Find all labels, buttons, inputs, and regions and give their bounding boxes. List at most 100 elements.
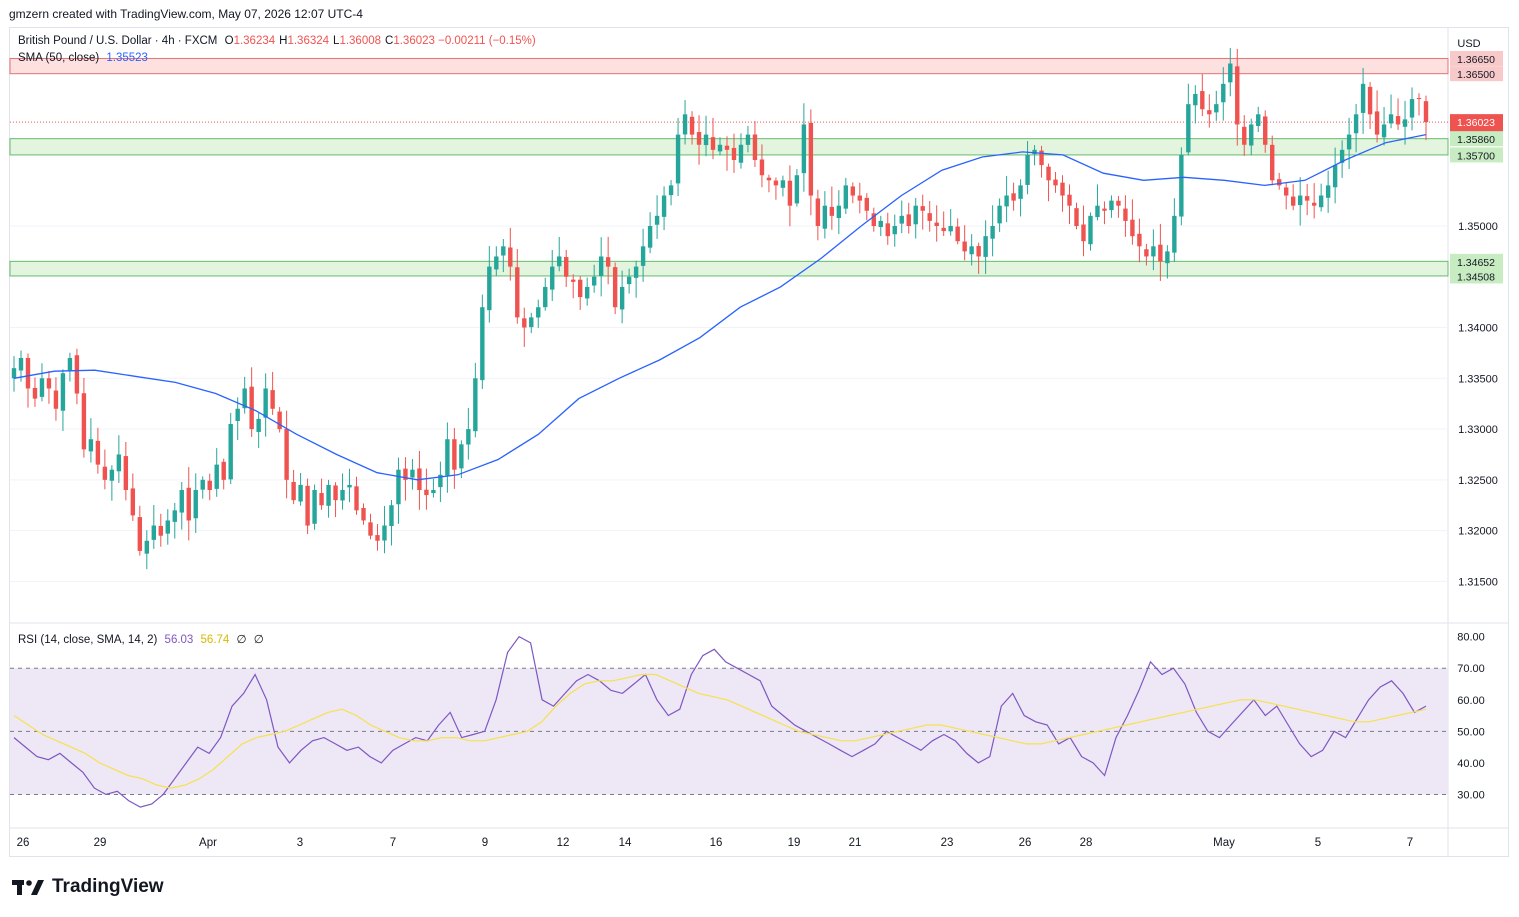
candle-body [1207, 110, 1212, 115]
candle-body [221, 461, 226, 480]
candle-body [102, 466, 108, 480]
price-tick-label: 1.33500 [1458, 373, 1498, 385]
candle-body [899, 215, 904, 224]
candle-body [703, 134, 709, 146]
candle-body [1067, 194, 1072, 206]
candle-body [892, 226, 897, 235]
candle-body [319, 493, 324, 506]
candle-body [759, 159, 765, 176]
candle-body [1290, 196, 1296, 206]
candle-body [976, 246, 981, 257]
candle-body [1423, 101, 1429, 123]
candle-body [403, 468, 408, 480]
rsi-legend[interactable]: RSI (14, close, SMA, 14, 2) 56.03 56.74 … [18, 632, 264, 646]
candle-body [389, 505, 394, 527]
ohlc-value: 1.36023 [393, 35, 435, 47]
candle-body [459, 444, 464, 469]
resistance-zone [9, 57, 1449, 75]
candle-body [640, 246, 646, 266]
candle-body [1039, 150, 1044, 166]
candle-body [25, 357, 31, 389]
candle-body [130, 488, 136, 516]
candle-body [305, 485, 310, 526]
rsi-band [10, 668, 1448, 795]
candle-body [717, 144, 723, 152]
symbol-legend[interactable]: British Pound / U.S. Dollar · 4h · FXCM … [18, 35, 536, 47]
rsi-tick-label: 50.00 [1457, 726, 1485, 738]
candle-body [452, 439, 457, 470]
candle-body [1095, 205, 1100, 218]
rsi-tick-label: 60.00 [1457, 695, 1485, 707]
candle-body [1395, 116, 1401, 125]
symbol-title: British Pound / U.S. Dollar · 4h · FXCM [18, 35, 218, 47]
price-tag-bg [1450, 50, 1503, 66]
rsi-label: RSI (14, close, SMA, 14, 2) [18, 634, 158, 646]
candle-body [361, 507, 366, 521]
candle-body [787, 180, 793, 206]
ohlc-key: H [279, 35, 288, 47]
sma-value: 1.35523 [106, 52, 148, 64]
candle-body [515, 267, 520, 318]
candle-body [193, 490, 198, 519]
time-tick-label: 21 [849, 837, 862, 849]
candle-body [934, 222, 939, 226]
ohlc-value: 1.36008 [339, 35, 382, 47]
time-tick-label: Apr [199, 837, 217, 849]
candle-body [766, 177, 772, 181]
candle-body [396, 469, 401, 505]
candle-body [927, 213, 932, 221]
candle-body [368, 522, 373, 536]
candle-body [1325, 185, 1331, 198]
candle-body [1381, 124, 1387, 138]
candle-body [550, 266, 555, 290]
candle-body [340, 490, 345, 501]
time-tick-label: 16 [710, 837, 723, 849]
candle-body [836, 205, 842, 219]
time-tick-label: 26 [17, 837, 30, 849]
candle-body [508, 247, 513, 267]
price-tag-label: 1.34652 [1457, 257, 1495, 269]
candle-body [214, 464, 219, 489]
candle-body [1318, 195, 1324, 208]
currency-button[interactable]: USD [1457, 38, 1481, 50]
candle-body [1116, 200, 1121, 206]
price-tag-label: 1.36500 [1457, 69, 1495, 81]
candle-body [144, 540, 150, 554]
candle-body [235, 408, 240, 422]
time-tick-label: 9 [482, 837, 488, 849]
candle-body [522, 318, 527, 328]
rsi-na-1: ∅ [236, 634, 247, 646]
candle-body [557, 256, 562, 267]
candle-body [1283, 187, 1289, 196]
price-tick-label: 1.32500 [1458, 475, 1498, 487]
candle-body [1367, 86, 1373, 115]
candle-body [1137, 233, 1142, 247]
candle-body [1004, 195, 1009, 207]
time-tick-label: 19 [788, 837, 801, 849]
rsi-tick-label: 30.00 [1457, 789, 1485, 801]
candle-body [354, 486, 359, 511]
candle-body [598, 256, 604, 276]
candle-body [1242, 126, 1247, 145]
candle-body [1409, 99, 1415, 118]
candle-body [1263, 116, 1268, 145]
candle-body [137, 517, 143, 551]
candle-body [277, 411, 282, 430]
time-tick-label: 14 [619, 837, 632, 849]
candle-body [88, 439, 94, 452]
rsi-tick-label: 40.00 [1457, 758, 1485, 770]
candle-body [165, 520, 170, 534]
candle-body [654, 215, 660, 225]
candle-body [487, 266, 492, 311]
candle-body [822, 205, 828, 229]
sma-legend[interactable]: SMA (50, close) 1.35523 [18, 52, 148, 64]
candle-body [186, 487, 191, 521]
candle-body [815, 198, 821, 226]
candle-body [1221, 83, 1226, 103]
candle-body [591, 276, 597, 286]
chart-frame[interactable] [9, 27, 1509, 857]
candle-body [1214, 104, 1219, 113]
candle-body [1353, 114, 1359, 134]
candle-body [1374, 111, 1380, 135]
